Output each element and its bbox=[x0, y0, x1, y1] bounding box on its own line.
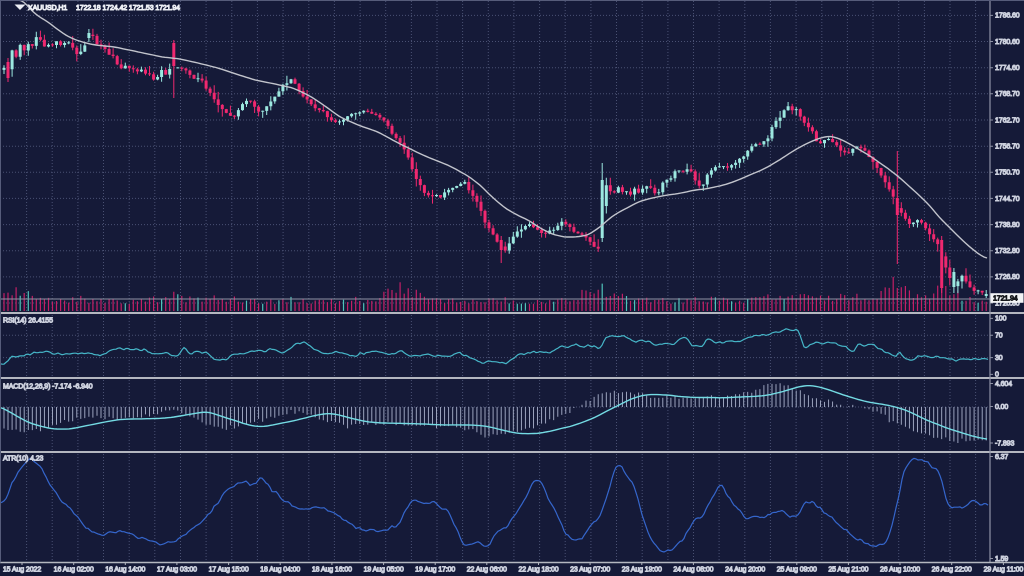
svg-text:24 Aug 20:00: 24 Aug 20:00 bbox=[725, 567, 765, 574]
svg-text:ATR(10) 4.23: ATR(10) 4.23 bbox=[3, 456, 44, 463]
svg-text:25 Aug 21:00: 25 Aug 21:00 bbox=[828, 567, 868, 574]
svg-text:18 Aug 04:00: 18 Aug 04:00 bbox=[260, 567, 300, 574]
svg-text:18 Aug 16:00: 18 Aug 16:00 bbox=[312, 567, 352, 574]
svg-text:1721.94: 1721.94 bbox=[993, 295, 1018, 302]
svg-text:26 Aug 10:00: 26 Aug 10:00 bbox=[880, 567, 920, 574]
svg-text:1744.70: 1744.70 bbox=[995, 196, 1020, 203]
svg-text:0: 0 bbox=[995, 372, 999, 379]
svg-text:4.604: 4.604 bbox=[995, 381, 1012, 388]
svg-text:22 Aug 06:00: 22 Aug 06:00 bbox=[467, 567, 507, 574]
svg-text:16 Aug 02:00: 16 Aug 02:00 bbox=[54, 567, 94, 574]
svg-text:1726.80: 1726.80 bbox=[995, 274, 1020, 281]
svg-text:1722.18 1724.42 1721.53 1721.9: 1722.18 1724.42 1721.53 1721.94 bbox=[76, 5, 180, 12]
svg-text:23 Aug 19:00: 23 Aug 19:00 bbox=[622, 567, 662, 574]
svg-text:XAUUSD,H1: XAUUSD,H1 bbox=[28, 5, 67, 12]
svg-text:25 Aug 09:00: 25 Aug 09:00 bbox=[777, 567, 817, 574]
svg-text:22 Aug 18:00: 22 Aug 18:00 bbox=[518, 567, 558, 574]
svg-text:1786.60: 1786.60 bbox=[995, 13, 1020, 20]
svg-text:1780.60: 1780.60 bbox=[995, 39, 1020, 46]
svg-text:-7.893: -7.893 bbox=[995, 440, 1014, 447]
svg-text:MACD(12,26,9) -7.174 -6.940: MACD(12,26,9) -7.174 -6.940 bbox=[3, 384, 93, 391]
svg-text:16 Aug 14:00: 16 Aug 14:00 bbox=[105, 567, 145, 574]
svg-text:19 Aug 05:00: 19 Aug 05:00 bbox=[364, 567, 404, 574]
svg-text:0.00: 0.00 bbox=[995, 404, 1008, 411]
svg-text:1.59: 1.59 bbox=[995, 556, 1008, 563]
svg-text:29 Aug 11:00: 29 Aug 11:00 bbox=[984, 567, 1024, 574]
svg-text:17 Aug 15:00: 17 Aug 15:00 bbox=[209, 567, 249, 574]
svg-text:70: 70 bbox=[995, 333, 1003, 340]
svg-text:1768.70: 1768.70 bbox=[995, 91, 1020, 98]
svg-text:26 Aug 22:00: 26 Aug 22:00 bbox=[932, 567, 972, 574]
svg-text:24 Aug 08:00: 24 Aug 08:00 bbox=[673, 567, 713, 574]
svg-text:15 Aug 2022: 15 Aug 2022 bbox=[3, 567, 41, 574]
svg-text:1762.70: 1762.70 bbox=[995, 117, 1020, 124]
svg-text:1720.80: 1720.80 bbox=[995, 300, 1020, 307]
svg-text:100: 100 bbox=[995, 316, 1007, 323]
svg-text:1756.70: 1756.70 bbox=[995, 144, 1020, 151]
svg-text:1750.70: 1750.70 bbox=[995, 170, 1020, 177]
svg-text:1732.80: 1732.80 bbox=[995, 248, 1020, 255]
svg-text:1774.60: 1774.60 bbox=[995, 65, 1020, 72]
svg-text:6.37: 6.37 bbox=[995, 454, 1008, 461]
svg-text:30: 30 bbox=[995, 355, 1003, 362]
svg-text:19 Aug 17:00: 19 Aug 17:00 bbox=[415, 567, 455, 574]
svg-text:1738.80: 1738.80 bbox=[995, 222, 1020, 229]
svg-text:17 Aug 03:00: 17 Aug 03:00 bbox=[157, 567, 197, 574]
svg-text:RSI(14) 26.4155: RSI(14) 26.4155 bbox=[3, 318, 53, 325]
svg-text:23 Aug 07:00: 23 Aug 07:00 bbox=[570, 567, 610, 574]
